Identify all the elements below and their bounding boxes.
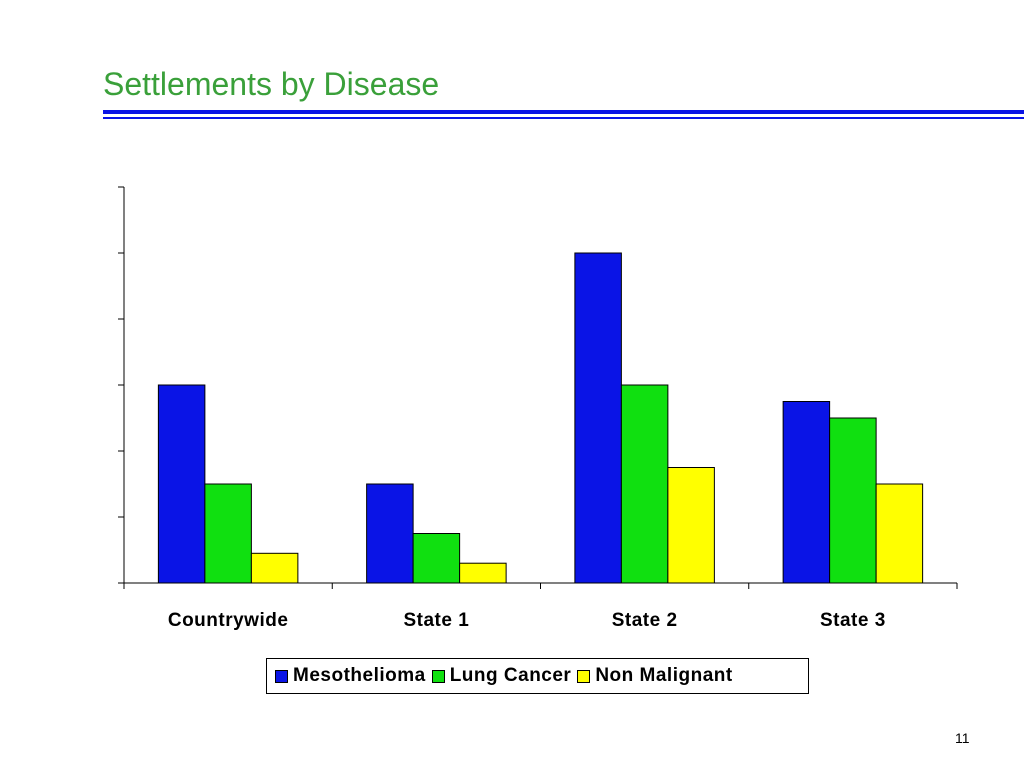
legend-label-mesothelioma: Mesothelioma bbox=[293, 665, 426, 686]
bar-mesothelioma-state-1 bbox=[366, 483, 414, 584]
bar-lung-cancer-state-2 bbox=[620, 384, 669, 584]
bar-non-malignant-state-1 bbox=[459, 562, 507, 584]
bar-mesothelioma-countrywide bbox=[157, 384, 206, 584]
bar-non-malignant-state-2 bbox=[667, 467, 715, 584]
chart-bars bbox=[157, 252, 924, 584]
bar-non-malignant-state-3 bbox=[875, 483, 924, 584]
x-tick-label: State 2 bbox=[612, 610, 678, 631]
bar-lung-cancer-state-1 bbox=[412, 533, 461, 584]
title-rule-thin bbox=[103, 117, 1024, 119]
slide-title: Settlements by Disease bbox=[103, 66, 440, 102]
x-tick-label: State 1 bbox=[403, 610, 469, 631]
bar-mesothelioma-state-3 bbox=[782, 401, 831, 584]
legend-item-non-malignant: Non Malignant bbox=[577, 665, 732, 687]
legend-label-non-malignant: Non Malignant bbox=[595, 665, 733, 686]
bar-lung-cancer-countrywide bbox=[204, 483, 252, 584]
legend-swatch-lung-cancer bbox=[431, 669, 445, 683]
legend-item-mesothelioma: Mesothelioma bbox=[275, 665, 426, 687]
legend-swatch-non-malignant bbox=[577, 669, 591, 683]
x-tick-label: State 3 bbox=[820, 610, 886, 631]
chart-legend: Mesothelioma Lung Cancer Non Malignant bbox=[266, 658, 809, 694]
page-number: 11 bbox=[955, 730, 970, 746]
legend-label-lung-cancer: Lung Cancer bbox=[449, 665, 572, 686]
legend-swatch-mesothelioma bbox=[275, 669, 288, 683]
title-rule-thick bbox=[103, 110, 1024, 114]
chart-x-tick-labels: Countrywide State 1 State 2 State 3 bbox=[168, 610, 886, 631]
bar-lung-cancer-state-3 bbox=[829, 417, 877, 584]
bar-mesothelioma-state-2 bbox=[574, 252, 622, 584]
bar-non-malignant-countrywide bbox=[250, 552, 299, 584]
x-tick-label: Countrywide bbox=[168, 610, 289, 631]
legend-item-lung-cancer: Lung Cancer bbox=[431, 665, 572, 687]
